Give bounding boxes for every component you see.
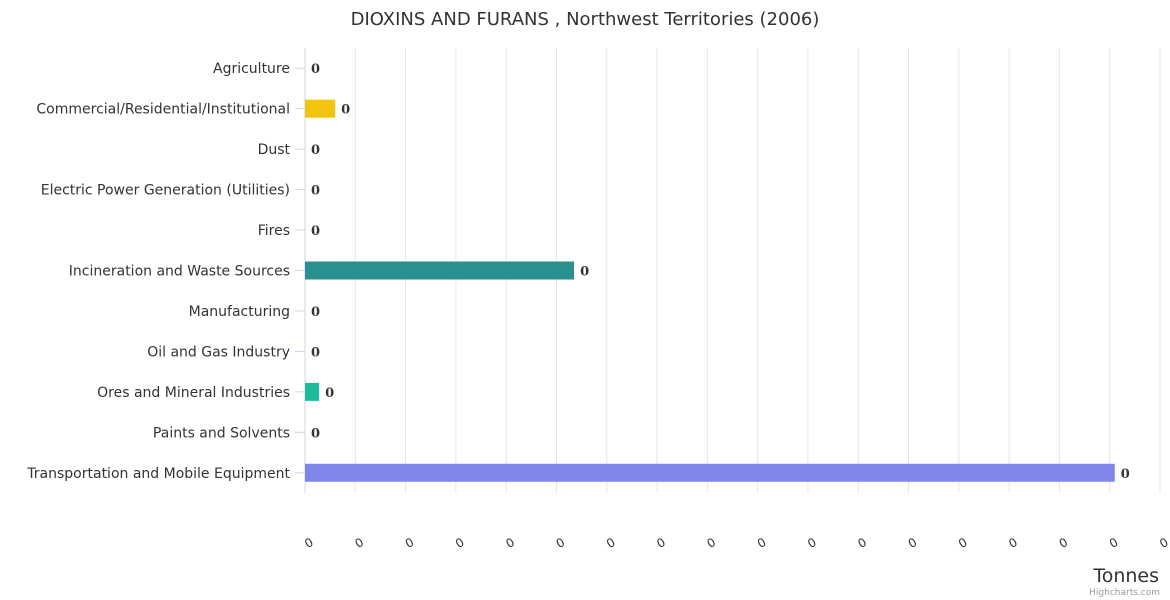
x-tick-label: 0 [453,535,467,551]
data-label: 0 [1121,467,1130,482]
x-tick-label: 0 [1057,535,1071,551]
x-tick-label: 0 [403,535,417,551]
data-label: 0 [311,143,320,158]
x-tick-label: 0 [705,535,719,551]
category-label: Electric Power Generation (Utilities) [41,183,290,199]
data-label: 0 [311,62,320,77]
bar [305,261,575,280]
chart-title: DIOXINS AND FURANS , Northwest Territori… [351,9,820,30]
bar [305,99,336,118]
data-label: 0 [311,426,320,441]
data-label: 0 [580,265,589,280]
category-label: Oil and Gas Industry [147,344,290,360]
data-label: 0 [325,386,334,401]
category-label: Transportation and Mobile Equipment [26,466,290,482]
x-tick-label: 0 [805,535,819,551]
x-tick-label: 0 [1107,535,1121,551]
category-label: Fires [258,223,290,239]
category-label: Commercial/Residential/Institutional [36,102,290,118]
category-label: Dust [258,142,291,158]
x-tick-label: 0 [302,535,316,551]
x-tick-label: 0 [503,535,517,551]
x-tick-label: 0 [855,535,869,551]
x-tick-label: 0 [352,535,366,551]
category-label: Incineration and Waste Sources [69,264,290,280]
x-tick-label: 0 [755,535,769,551]
x-tick-label: 0 [906,535,920,551]
category-label: Paints and Solvents [153,425,290,441]
x-tick-label: 0 [654,535,668,551]
bar [305,382,320,401]
x-tick-label: 0 [1006,535,1020,551]
highcharts-credit[interactable]: Highcharts.com [1089,588,1160,598]
x-tick-label: 0 [1157,535,1170,551]
category-label: Manufacturing [189,304,290,320]
x-tick-label: 0 [604,535,618,551]
category-label: Ores and Mineral Industries [97,385,290,401]
x-tick-label: 0 [956,535,970,551]
data-label: 0 [311,345,320,360]
data-label: 0 [311,224,320,239]
x-tick-label: 0 [554,535,568,551]
x-axis-title: Tonnes [1092,565,1159,587]
bar [305,463,1115,482]
category-label: Agriculture [213,61,290,77]
data-label: 0 [311,305,320,320]
data-label: 0 [311,184,320,199]
data-label: 0 [341,103,350,118]
